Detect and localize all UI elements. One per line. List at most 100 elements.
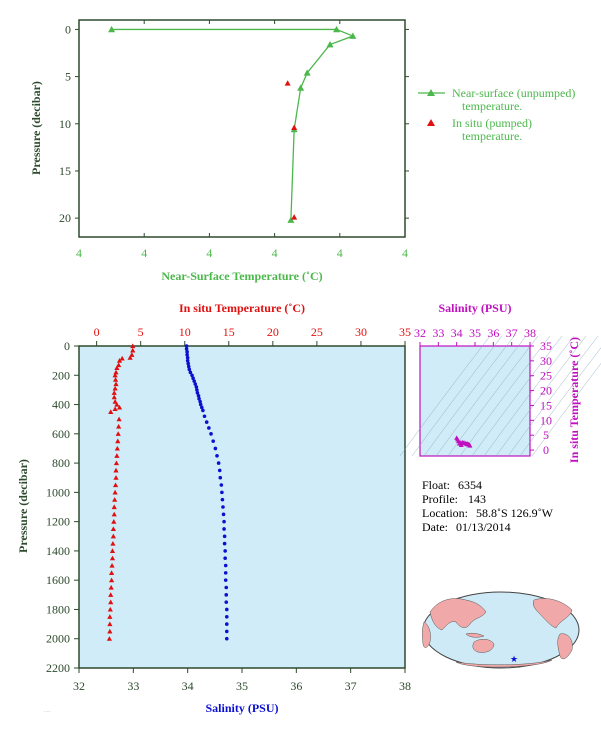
salinity-point <box>224 585 229 590</box>
near-surface-y-tick-label: 15 <box>59 164 71 178</box>
ts-density-contours <box>399 335 601 457</box>
salinity-point <box>223 563 228 568</box>
near-surface-unpumped-point <box>326 41 334 48</box>
temperature-point <box>116 404 123 410</box>
temperature-point <box>116 358 123 363</box>
temperature-point <box>108 592 114 597</box>
temperature-point <box>107 606 113 612</box>
near-surface-y-tick-label: 10 <box>59 117 71 131</box>
salinity-point <box>195 391 200 395</box>
near-surface-unpumped-point <box>287 216 295 223</box>
salinity-point <box>224 593 229 597</box>
temperature-point <box>110 533 116 539</box>
salinity-point <box>193 382 198 386</box>
profile-ticks: 0 5 10 15 20 25 30 35 32 33 34 35 36 37 38 0 200 400 600 80… <box>46 325 411 693</box>
salinity-point <box>196 393 201 398</box>
temperature-point <box>111 504 117 510</box>
salinity-point <box>223 556 227 561</box>
world-map: ★ <box>422 591 580 669</box>
ts-y-tick-label: 25 <box>540 369 552 383</box>
near-surface-legend: Near-surface (unpumped) temperature. In … <box>418 86 575 143</box>
ts-x-tick-label: 36 <box>487 326 499 340</box>
pressure-axis-tick-label: 800 <box>52 456 70 470</box>
salinity-point <box>202 414 207 419</box>
salinity-point <box>220 497 225 502</box>
salinity-axis-tick-label: 34 <box>182 679 194 693</box>
land-antarctica <box>455 659 553 668</box>
temperature-axis-tick-label: 25 <box>311 325 323 339</box>
ts-points <box>454 435 473 448</box>
profile-value: 143 <box>468 492 486 506</box>
ts-x-tick-label: 33 <box>432 326 444 340</box>
ts-y-tick-label: 15 <box>540 398 552 412</box>
salinity-axis-tick-label: 36 <box>290 679 302 693</box>
salinity-point <box>223 549 227 553</box>
profile-label: Profile: <box>422 492 458 506</box>
salinity-point <box>185 358 190 363</box>
float-info: Float: 6354 Profile: 143 Location: 58.8˚… <box>422 478 554 534</box>
near-surface-y-tick-label: 5 <box>65 70 71 84</box>
temperature-point <box>112 399 118 404</box>
salinity-point <box>188 370 193 375</box>
temperature-point <box>107 621 113 627</box>
ts-y-tick-label: 35 <box>540 339 552 353</box>
pressure-axis-tick-label: 1200 <box>46 515 70 529</box>
ts-density-contour <box>435 335 527 457</box>
land-south-america <box>557 633 573 660</box>
land-indonesia <box>465 632 485 638</box>
land-africa <box>422 621 431 648</box>
ts-x-tick-label: 37 <box>506 326 518 340</box>
temperature-point <box>111 511 117 517</box>
salinity-point <box>194 385 199 389</box>
pressure-axis-tick-label: 1000 <box>46 485 70 499</box>
salinity-point <box>224 600 229 604</box>
salinity-point <box>185 355 190 360</box>
land-australia <box>472 639 495 653</box>
temperature-point <box>109 577 115 583</box>
ts-density-contour <box>519 347 601 457</box>
temperature-point <box>127 355 133 360</box>
ts-y-tick-label: 0 <box>543 443 549 457</box>
temperature-point <box>108 409 114 414</box>
pressure-axis-tick-label: 2200 <box>46 661 70 675</box>
pressure-axis-tick-label: 1400 <box>46 544 70 558</box>
salinity-point <box>219 483 224 487</box>
ts-density-contour <box>495 335 587 457</box>
legend-pumped-line1: In situ (pumped) <box>452 116 532 130</box>
salinity-point <box>187 367 192 372</box>
temperature-point <box>109 562 115 568</box>
temperature-point <box>113 460 120 466</box>
near-surface-unpumped-point <box>108 25 116 33</box>
ts-plot-background <box>419 345 531 457</box>
near-surface-pumped-point <box>291 124 298 130</box>
ts-y-label: In situ Temperature (˚C) <box>567 337 581 463</box>
salinity-point <box>198 399 202 404</box>
ts-density-contour <box>531 363 601 457</box>
temperature-point <box>112 377 119 382</box>
near-surface-series <box>108 25 357 223</box>
pressure-axis-tick-label: 2000 <box>46 632 70 646</box>
pressure-axis-tick-label: 0 <box>64 339 70 353</box>
legend-unpumped-line1: Near-surface (unpumped) <box>452 86 575 100</box>
legend-unpumped-line2: temperature. <box>462 99 522 113</box>
temperature-point <box>114 445 120 451</box>
salinity-axis-tick-label: 32 <box>73 679 85 693</box>
salinity-point <box>222 541 227 546</box>
near-surface-x-tick-label: 4 <box>76 246 82 260</box>
salinity-axis-tick-label: 37 <box>345 679 357 693</box>
salinity-point <box>224 636 229 641</box>
float-value: 6354 <box>458 478 482 492</box>
temperature-point <box>109 570 115 575</box>
float-location-star-icon: ★ <box>510 654 518 664</box>
near-surface-y-ticks: 0 5 10 15 20 <box>59 22 409 225</box>
temperature-axis-tick-label: 35 <box>399 325 411 339</box>
temperature-point <box>114 365 120 371</box>
pressure-axis-tick-label: 200 <box>52 368 70 382</box>
salinity-point <box>221 512 226 517</box>
temperature-point <box>111 394 117 400</box>
temperature-point <box>130 347 136 353</box>
near-surface-pumped-point <box>284 80 291 86</box>
temperature-point <box>115 438 121 444</box>
temperature-axis-tick-label: 10 <box>179 325 191 339</box>
